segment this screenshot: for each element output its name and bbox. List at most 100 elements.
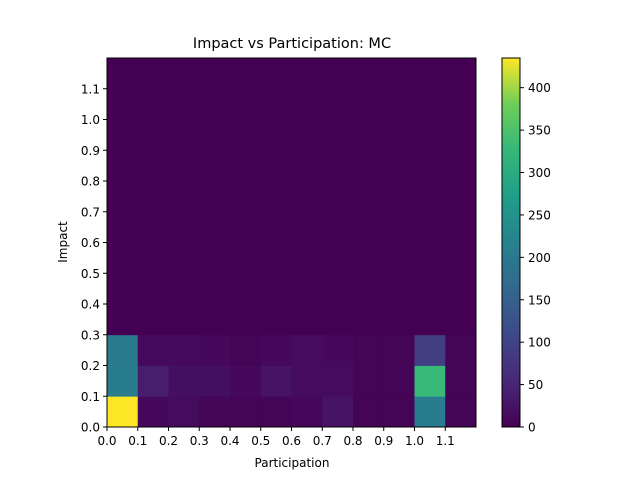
heatmap-cell xyxy=(137,334,169,366)
heatmap-cell xyxy=(291,396,323,428)
y-tick-label: 0.4 xyxy=(81,298,100,312)
x-tick-label: 0.1 xyxy=(128,434,147,448)
heatmap-cell xyxy=(260,242,292,274)
heatmap-cell xyxy=(383,242,415,274)
heatmap-cell xyxy=(445,88,477,120)
heatmap-cell xyxy=(445,242,477,274)
heatmap-cell xyxy=(137,273,169,305)
heatmap-cell xyxy=(322,181,354,213)
heatmap-cell xyxy=(260,304,292,336)
heatmap-cell xyxy=(322,211,354,243)
heatmap-cell xyxy=(414,334,446,366)
heatmap-cell xyxy=(322,88,354,120)
heatmap-cell xyxy=(383,396,415,428)
heatmap-cell xyxy=(260,150,292,182)
heatmap-cell xyxy=(137,119,169,151)
heatmap-cell xyxy=(107,365,139,397)
heatmap-cell xyxy=(107,273,139,305)
heatmap-cell xyxy=(137,211,169,243)
heatmap-cell xyxy=(107,396,139,428)
heatmap-cell xyxy=(445,119,477,151)
heatmap-cell xyxy=(260,273,292,305)
y-axis-ticks: 0.0 0.1 0.2 0.3 0.4 0.5 0.6 0.7 0.8 0.9 1.0 1.1 xyxy=(81,82,107,435)
heatmap-cell xyxy=(445,181,477,213)
heatmap-cell xyxy=(291,150,323,182)
colorbar-tick-label: 50 xyxy=(528,378,543,392)
heatmap-cell xyxy=(260,88,292,120)
heatmap-cell xyxy=(353,242,385,274)
heatmap-cell xyxy=(199,242,231,274)
heatmap-cell xyxy=(107,242,139,274)
heatmap-cell xyxy=(353,88,385,120)
heatmap-cell xyxy=(353,119,385,151)
heatmap-cell xyxy=(260,334,292,366)
y-tick-label: 0.2 xyxy=(81,359,100,373)
heatmap-cell xyxy=(230,211,262,243)
heatmap-cell xyxy=(107,119,139,151)
x-axis-ticks: 0.0 0.1 0.2 0.3 0.4 0.5 0.6 0.7 0.8 0.9 1.0 1.1 xyxy=(97,427,455,448)
colorbar-tick-label: 100 xyxy=(528,336,551,350)
y-tick-label: 1.1 xyxy=(81,82,100,96)
heatmap-cell xyxy=(168,304,200,336)
heatmap-cell xyxy=(230,88,262,120)
heatmap-cell xyxy=(230,304,262,336)
heatmap-cell xyxy=(137,365,169,397)
heatmap-cell xyxy=(383,304,415,336)
heatmap-cell xyxy=(260,181,292,213)
colorbar-tick-label: 350 xyxy=(528,124,551,138)
y-tick-label: 0.1 xyxy=(81,390,100,404)
heatmap-cell xyxy=(445,396,477,428)
heatmap-cell xyxy=(260,396,292,428)
heatmap-cell xyxy=(199,181,231,213)
heatmap-cell xyxy=(291,242,323,274)
heatmap-cell xyxy=(168,58,200,90)
heatmap-cell xyxy=(322,119,354,151)
colorbar-tick-label: 0 xyxy=(528,421,536,435)
heatmap-cell xyxy=(199,365,231,397)
heatmap-cell xyxy=(291,181,323,213)
heatmap-cell xyxy=(199,334,231,366)
x-tick-label: 0.6 xyxy=(282,434,301,448)
heatmap-cell xyxy=(107,58,139,90)
x-tick-label: 0.8 xyxy=(343,434,362,448)
heatmap-cell xyxy=(260,211,292,243)
colorbar xyxy=(502,58,520,427)
heatmap-cell xyxy=(445,211,477,243)
heatmap-cell xyxy=(414,150,446,182)
heatmap-cell xyxy=(199,304,231,336)
heatmap-cell xyxy=(260,119,292,151)
heatmap-cell xyxy=(199,119,231,151)
y-tick-label: 0.0 xyxy=(81,421,100,435)
heatmap-cell xyxy=(137,88,169,120)
heatmap-cell xyxy=(291,273,323,305)
heatmap-cells xyxy=(107,58,477,428)
heatmap-cell xyxy=(168,181,200,213)
heatmap-cell xyxy=(199,150,231,182)
y-tick-label: 0.3 xyxy=(81,328,100,342)
heatmap-cell xyxy=(168,365,200,397)
colorbar-tick-label: 150 xyxy=(528,293,551,307)
heatmap-cell xyxy=(291,304,323,336)
x-tick-label: 1.0 xyxy=(405,434,424,448)
heatmap-cell xyxy=(168,88,200,120)
heatmap-cell xyxy=(291,119,323,151)
y-tick-label: 0.8 xyxy=(81,175,100,189)
colorbar-tick-label: 200 xyxy=(528,251,551,265)
heatmap-cell xyxy=(383,88,415,120)
heatmap-cell xyxy=(445,273,477,305)
heatmap-cell xyxy=(107,304,139,336)
heatmap-cell xyxy=(353,211,385,243)
x-tick-label: 1.1 xyxy=(436,434,455,448)
y-axis-label: Impact xyxy=(56,221,70,263)
heatmap-cell xyxy=(414,88,446,120)
heatmap-cell xyxy=(230,334,262,366)
heatmap-cell xyxy=(107,181,139,213)
x-tick-label: 0.2 xyxy=(159,434,178,448)
heatmap-cell xyxy=(168,119,200,151)
y-tick-label: 1.0 xyxy=(81,113,100,127)
heatmap-cell xyxy=(322,58,354,90)
heatmap-cell xyxy=(445,304,477,336)
chart-title: Impact vs Participation: MC xyxy=(193,36,391,52)
x-tick-label: 0.3 xyxy=(190,434,209,448)
